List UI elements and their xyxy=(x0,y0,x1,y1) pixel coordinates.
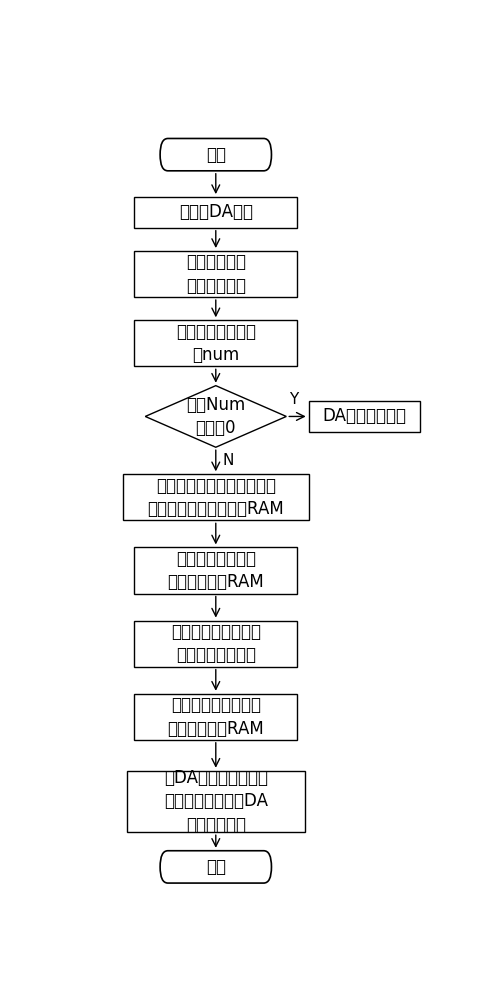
FancyBboxPatch shape xyxy=(160,851,272,883)
Text: 存储开启产生波形通道数目
和波形每周期总点数至RAM: 存储开启产生波形通道数目 和波形每周期总点数至RAM xyxy=(148,477,284,518)
Text: 读取开启产生
波形通道数目: 读取开启产生 波形通道数目 xyxy=(186,253,246,295)
Text: 初始化DA芯片: 初始化DA芯片 xyxy=(179,203,253,221)
FancyBboxPatch shape xyxy=(134,694,297,740)
FancyBboxPatch shape xyxy=(134,320,297,366)
Text: 判断Num
是否为0: 判断Num 是否为0 xyxy=(186,396,245,437)
FancyBboxPatch shape xyxy=(134,197,297,228)
FancyBboxPatch shape xyxy=(134,251,297,297)
Text: 读取并存储波形周
期重复次数至RAM: 读取并存储波形周 期重复次数至RAM xyxy=(168,550,264,591)
FancyBboxPatch shape xyxy=(126,771,305,832)
FancyBboxPatch shape xyxy=(123,474,308,520)
Text: DA芯片输出清零: DA芯片输出清零 xyxy=(322,407,406,425)
FancyBboxPatch shape xyxy=(160,138,272,171)
Polygon shape xyxy=(145,386,286,447)
Text: 读取并存储波形周期
至时间间隔控制器: 读取并存储波形周期 至时间间隔控制器 xyxy=(171,623,261,664)
Text: 读取波形每周期点
数num: 读取波形每周期点 数num xyxy=(176,323,256,364)
Text: 给DA芯片发送上述配
置参数命令，启动DA
转换控制逻辑: 给DA芯片发送上述配 置参数命令，启动DA 转换控制逻辑 xyxy=(164,769,268,834)
Text: N: N xyxy=(222,453,234,468)
Text: Y: Y xyxy=(289,392,298,407)
Text: 结束: 结束 xyxy=(206,858,226,876)
FancyBboxPatch shape xyxy=(308,401,420,432)
Text: 开始: 开始 xyxy=(206,146,226,164)
FancyBboxPatch shape xyxy=(134,547,297,594)
FancyBboxPatch shape xyxy=(134,620,297,667)
Text: 读取并存储波形形状
和波形幅值至RAM: 读取并存储波形形状 和波形幅值至RAM xyxy=(168,696,264,738)
